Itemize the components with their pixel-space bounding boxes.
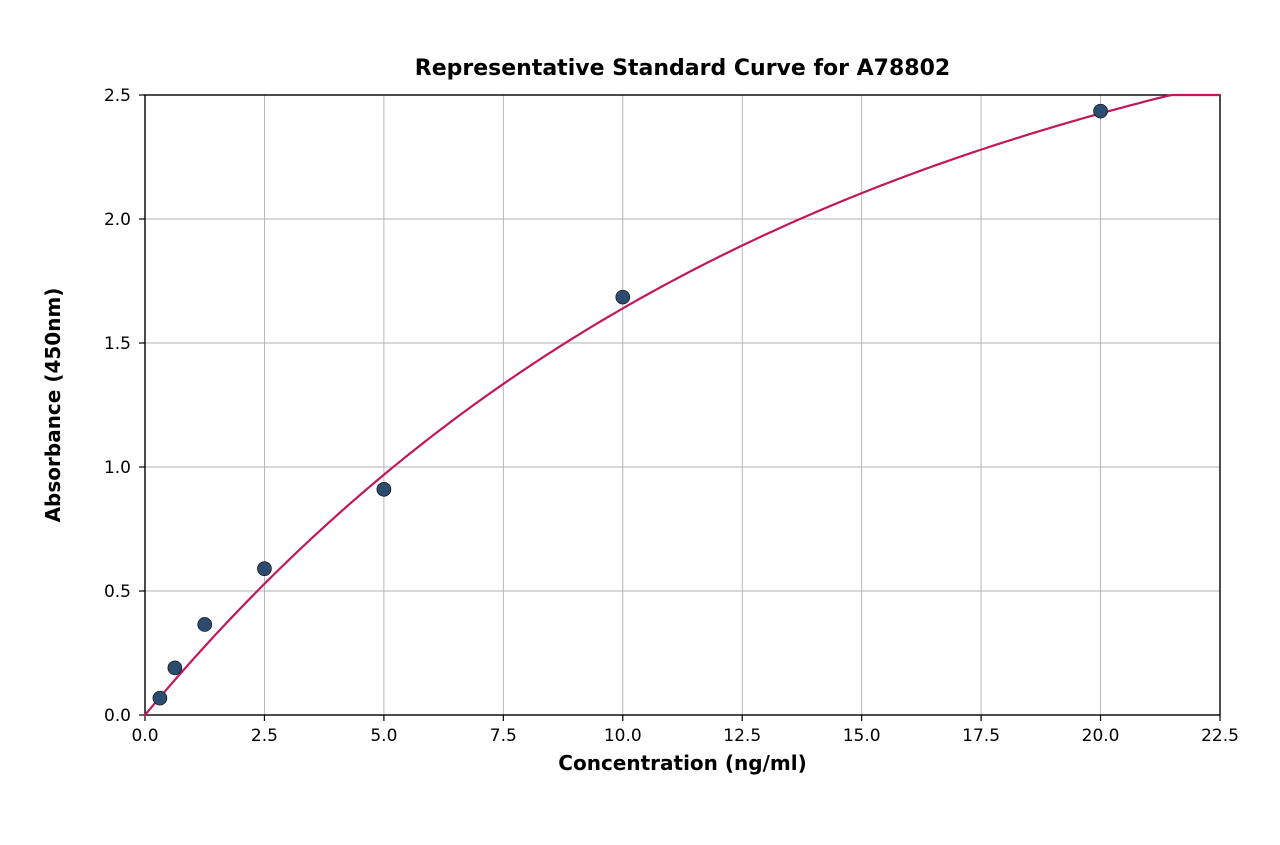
x-tick-label: 20.0 [1082, 726, 1120, 746]
x-tick-label: 17.5 [962, 726, 1000, 746]
y-tick-label: 2.0 [104, 210, 131, 230]
data-point [257, 562, 271, 576]
x-tick-label: 15.0 [843, 726, 881, 746]
data-point [1094, 104, 1108, 118]
chart-title: Representative Standard Curve for A78802 [415, 56, 950, 81]
x-tick-label: 5.0 [370, 726, 397, 746]
data-point [168, 661, 182, 675]
x-tick-label: 2.5 [251, 726, 278, 746]
data-point [377, 482, 391, 496]
y-axis-label: Absorbance (450nm) [41, 288, 65, 523]
x-tick-label: 12.5 [723, 726, 761, 746]
y-tick-label: 0.0 [104, 706, 131, 726]
standard-curve-chart: 0.0 2.5 5.0 7.5 10.0 12.5 15.0 17.5 20.0 22.5 0.0 0… [0, 0, 1280, 845]
plot-area [145, 95, 1220, 715]
chart-svg: 0.0 2.5 5.0 7.5 10.0 12.5 15.0 17.5 20.0 22.5 0.0 0… [0, 0, 1280, 845]
y-tick-label: 1.5 [104, 334, 131, 354]
y-tick-label: 2.5 [104, 86, 131, 106]
x-tick-label: 0.0 [131, 726, 158, 746]
data-point [198, 617, 212, 631]
data-point [153, 691, 167, 705]
x-tick-label: 10.0 [604, 726, 642, 746]
x-tick-label: 7.5 [490, 726, 517, 746]
data-point [616, 290, 630, 304]
y-tick-label: 0.5 [104, 582, 131, 602]
x-tick-label: 22.5 [1201, 726, 1239, 746]
x-axis-label: Concentration (ng/ml) [558, 751, 806, 775]
y-tick-label: 1.0 [104, 458, 131, 478]
